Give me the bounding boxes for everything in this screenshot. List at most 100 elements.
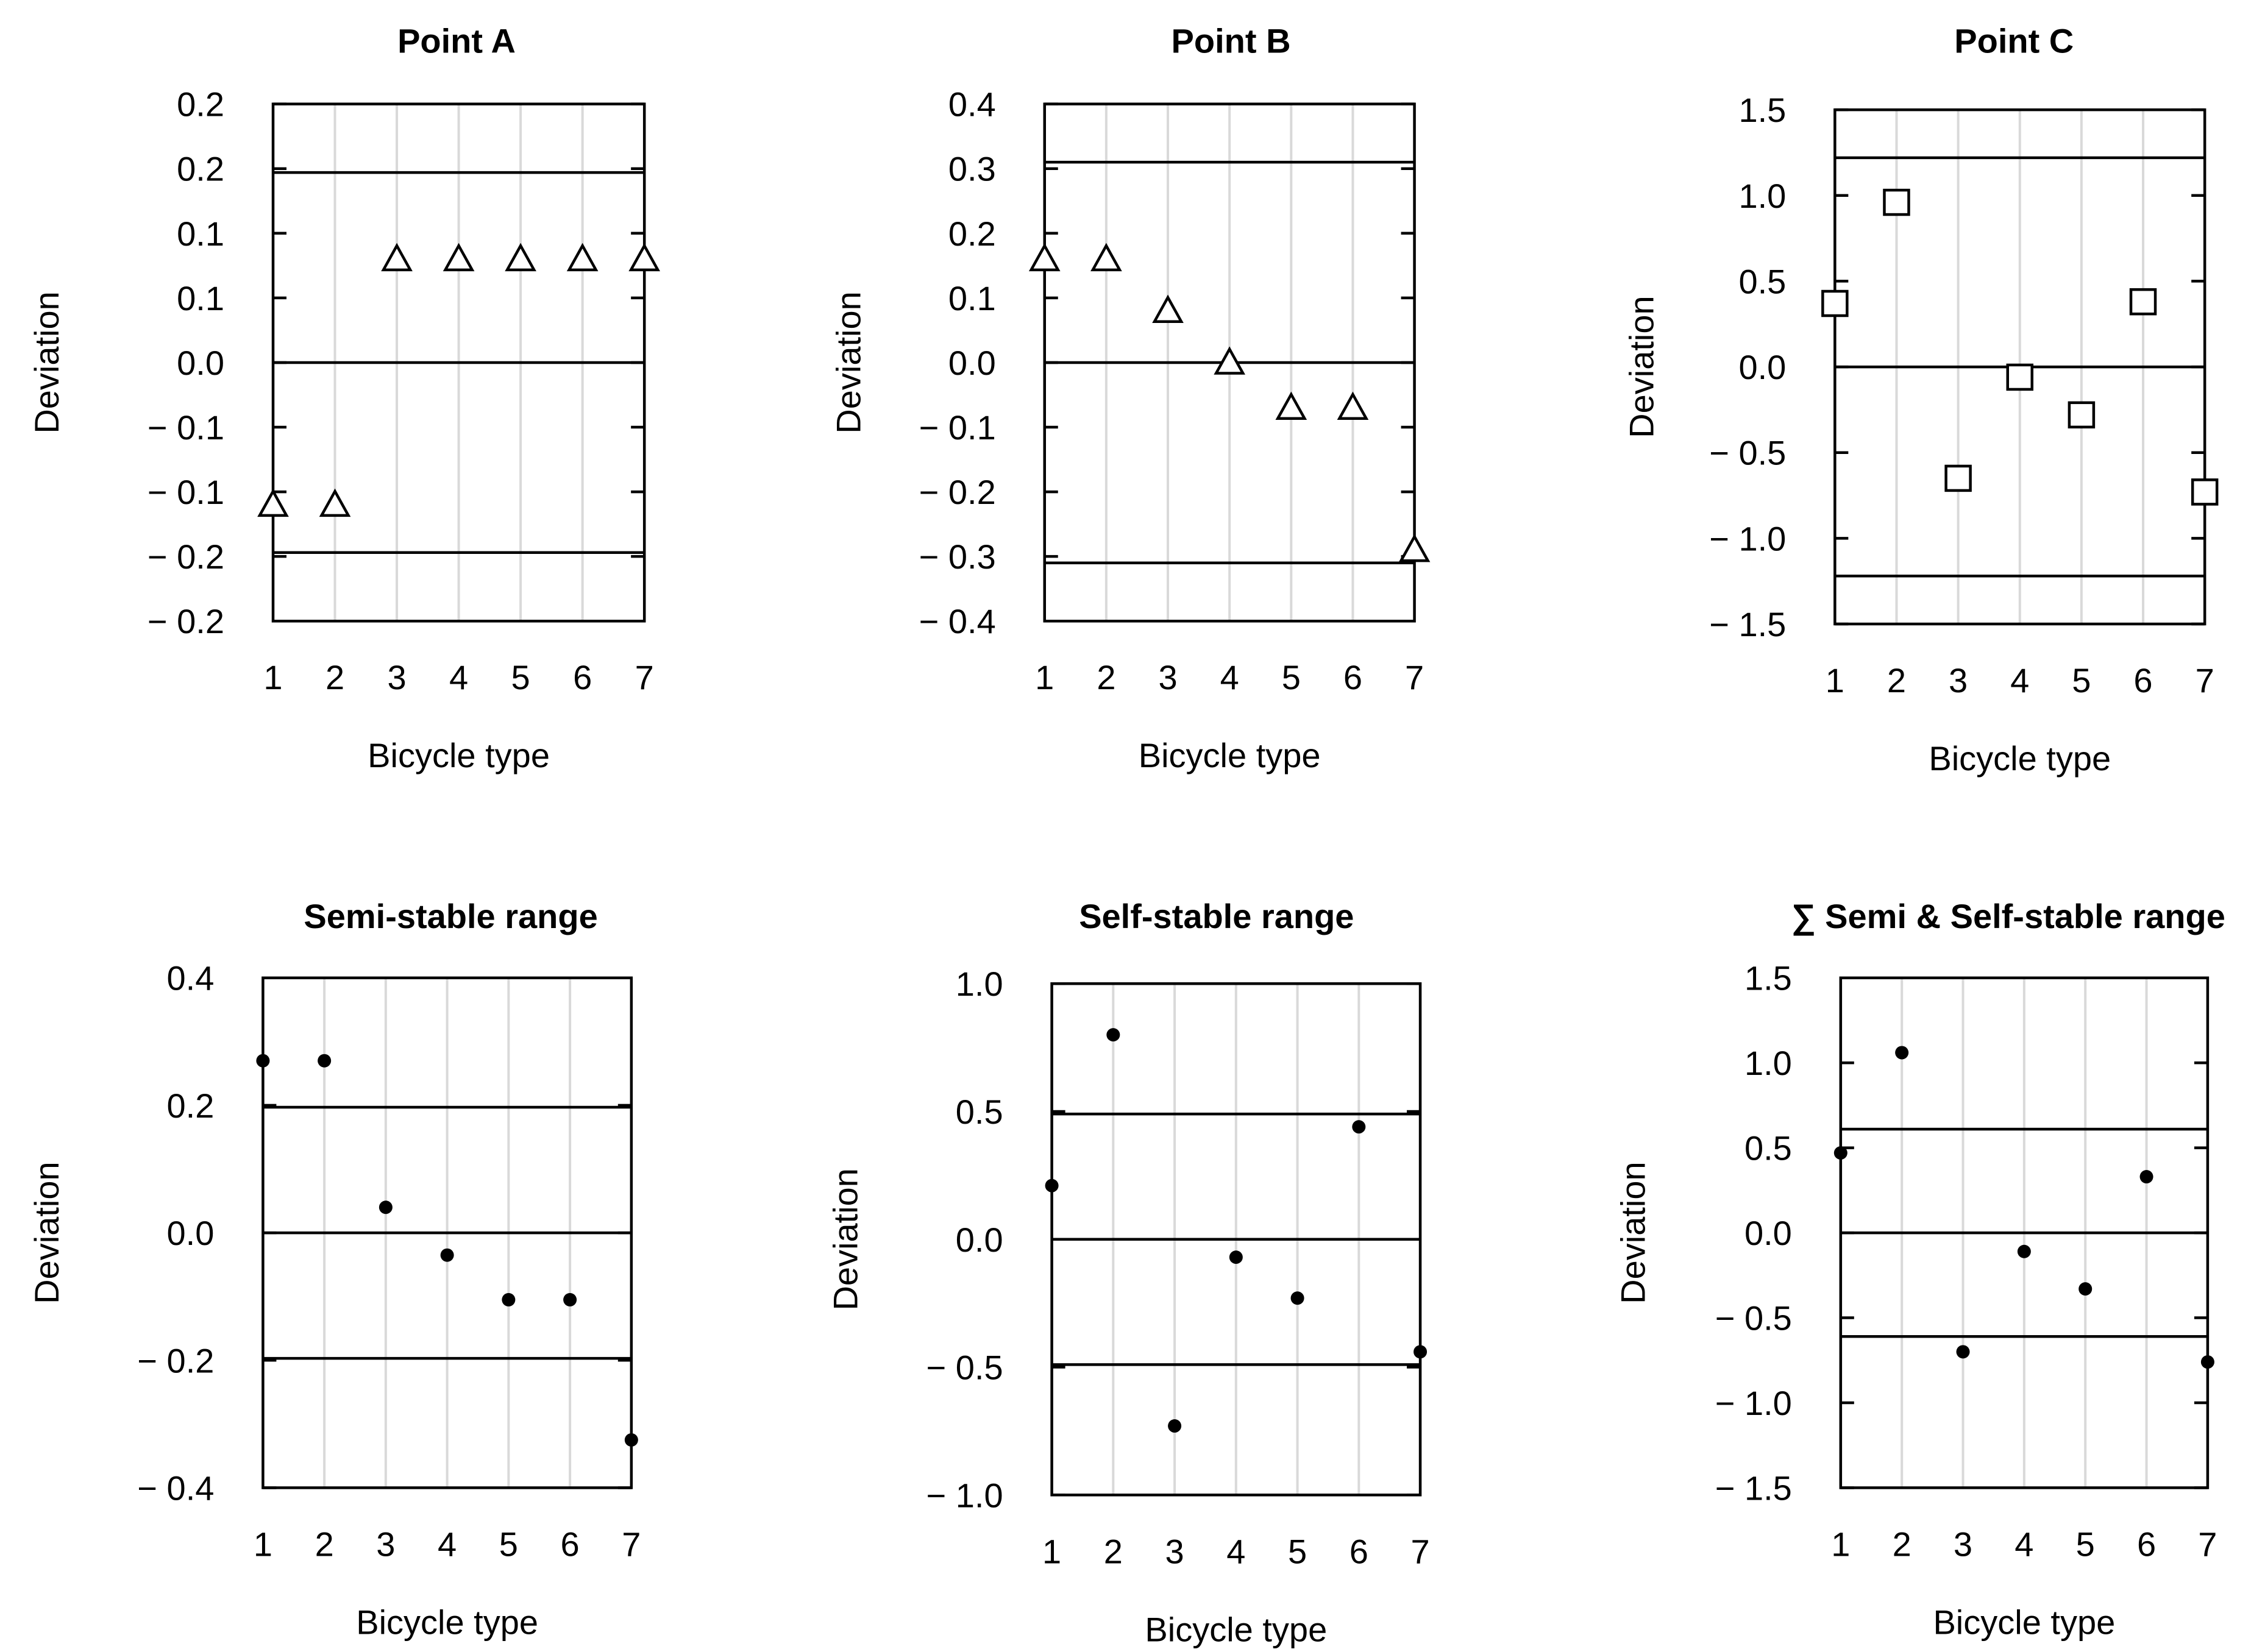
data-point <box>1090 243 1122 272</box>
x-tick-label: 3 <box>376 1525 395 1563</box>
data-point <box>2139 1170 2153 1184</box>
y-tick-label: 0.2 <box>177 150 224 188</box>
x-tick-label: 3 <box>1954 1525 1972 1563</box>
x-tick-label: 2 <box>1104 1532 1123 1570</box>
x-tick-label: 4 <box>2010 661 2029 700</box>
chart-title: Semi-stable range <box>304 897 597 935</box>
x-tick-label: 5 <box>511 658 530 697</box>
y-tick-label: 0.2 <box>948 214 996 253</box>
x-tick-label: 7 <box>2198 1525 2217 1563</box>
y-tick-label: 1.5 <box>1744 959 1792 998</box>
x-axis-label: Bicycle type <box>1145 1610 1327 1648</box>
y-tick-label: − 0.2 <box>148 537 224 576</box>
data-point <box>318 1054 332 1068</box>
data-point <box>1275 391 1307 420</box>
data-point <box>502 1292 516 1306</box>
data-point <box>1152 294 1184 323</box>
y-tick-label: 0.0 <box>1738 348 1786 386</box>
data-point <box>1956 1345 1970 1359</box>
y-axis-label: Deviation <box>827 1168 865 1310</box>
data-point <box>628 243 660 272</box>
data-point <box>379 1200 393 1214</box>
data-point <box>1944 464 1972 492</box>
data-point <box>1214 346 1245 375</box>
data-point <box>2129 288 2157 316</box>
data-point <box>319 488 351 517</box>
y-tick-label: − 0.2 <box>148 602 224 640</box>
x-tick-label: 6 <box>2133 661 2152 700</box>
y-tick-label: 0.0 <box>167 1214 215 1252</box>
x-tick-label: 3 <box>387 658 406 697</box>
data-point <box>2017 1244 2031 1258</box>
chart-panel-2: 0.4 0.3 0.2 0.1 0.0 − 0.1 − 0.2 − 0.3 − 0.4 1 2 3 4 5… <box>829 21 1431 775</box>
chart-title: Self-stable range <box>1079 897 1354 935</box>
data-point <box>1168 1419 1182 1433</box>
x-tick-label: 1 <box>1831 1525 1850 1563</box>
x-tick-label: 3 <box>1165 1532 1184 1570</box>
y-tick-label: − 0.5 <box>1715 1299 1792 1338</box>
y-tick-label: − 0.5 <box>1709 434 1786 472</box>
y-tick-label: 0.5 <box>1738 262 1786 300</box>
y-tick-label: 0.5 <box>956 1093 1003 1131</box>
y-tick-label: − 0.4 <box>137 1469 214 1507</box>
y-tick-label: 0.0 <box>177 344 224 382</box>
data-point <box>1398 533 1431 562</box>
data-point <box>440 1248 454 1262</box>
x-tick-label: 4 <box>2015 1525 2033 1563</box>
x-tick-label: 4 <box>1220 658 1239 697</box>
x-tick-label: 1 <box>254 1525 272 1563</box>
data-point <box>1895 1046 1909 1060</box>
y-tick-label: 1.0 <box>956 965 1003 1003</box>
chart-title: ∑ Semi & Self-stable range <box>1791 897 2225 936</box>
y-tick-label: 0.3 <box>948 150 996 188</box>
x-tick-label: 6 <box>1343 658 1362 697</box>
y-axis-label: Deviation <box>27 1161 66 1303</box>
y-tick-label: − 0.3 <box>919 537 996 576</box>
x-tick-label: 1 <box>263 658 282 697</box>
x-tick-label: 3 <box>1158 658 1177 697</box>
y-tick-label: − 1.5 <box>1709 605 1786 643</box>
data-point <box>1352 1120 1366 1134</box>
data-point <box>1337 391 1369 420</box>
x-tick-label: 3 <box>1949 661 1968 700</box>
data-point <box>1821 289 1849 317</box>
y-axis-label: Deviation <box>1623 296 1661 438</box>
chart-title: Point B <box>1172 21 1291 60</box>
y-tick-label: 0.1 <box>177 279 224 317</box>
data-point <box>443 243 475 272</box>
y-tick-label: 0.0 <box>948 344 996 382</box>
data-point <box>2079 1282 2093 1296</box>
y-tick-label: 0.2 <box>167 1087 215 1125</box>
y-tick-label: − 0.1 <box>148 408 224 447</box>
y-tick-label: 0.2 <box>177 85 224 124</box>
x-tick-label: 1 <box>1042 1532 1061 1570</box>
x-tick-label: 4 <box>438 1525 457 1563</box>
x-tick-label: 5 <box>2072 661 2091 700</box>
data-point <box>2068 401 2096 429</box>
data-point <box>2191 478 2219 506</box>
data-point <box>1028 243 1061 272</box>
chart-panel-5: 1.0 0.5 0.0 − 0.5 − 1.0 1 2 3 4 5 6 7 Self-stable ra… <box>827 897 1430 1649</box>
data-point <box>563 1292 577 1306</box>
x-tick-label: 6 <box>573 658 592 697</box>
data-point <box>2200 1355 2214 1369</box>
x-tick-label: 5 <box>1288 1532 1307 1570</box>
x-tick-label: 7 <box>1405 658 1424 697</box>
y-tick-label: − 1.0 <box>1709 519 1786 558</box>
data-point <box>1106 1028 1120 1042</box>
chart-panel-3: 1.5 1.0 0.5 0.0 − 0.5 − 1.0 − 1.5 1 2 3 4 5 6 7 Point … <box>1623 21 2219 778</box>
y-tick-label: − 0.1 <box>148 473 224 511</box>
x-tick-label: 7 <box>635 658 654 697</box>
data-point <box>1045 1179 1059 1193</box>
x-tick-label: 2 <box>325 658 344 697</box>
x-tick-label: 7 <box>2196 661 2214 700</box>
chart-panel-1: 0.2 0.2 0.1 0.1 0.0 − 0.1 − 0.1 − 0.2 − 0.2 1 2 3 4 5… <box>27 21 660 775</box>
y-axis-label: Deviation <box>27 291 66 433</box>
y-tick-label: − 1.0 <box>1715 1384 1792 1422</box>
data-point <box>1229 1250 1243 1264</box>
x-axis-label: Bicycle type <box>1139 736 1321 775</box>
y-tick-label: 1.0 <box>1738 177 1786 215</box>
data-point <box>624 1433 638 1447</box>
y-tick-label: 0.5 <box>1744 1129 1792 1168</box>
